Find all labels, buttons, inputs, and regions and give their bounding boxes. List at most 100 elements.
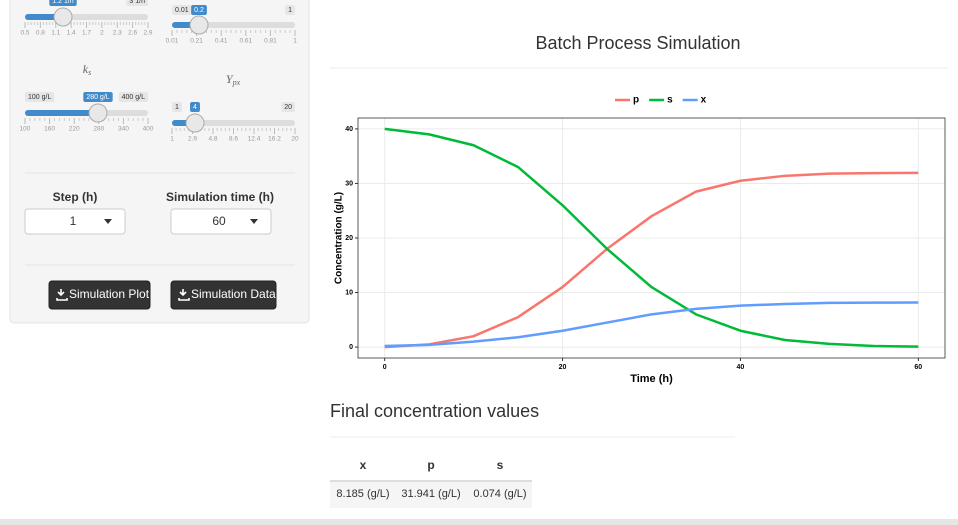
y-tick-label: 40 <box>345 126 353 133</box>
slider-tick-label: 100 <box>20 126 31 133</box>
slider-tick-label: 1.7 <box>82 30 91 37</box>
select-box[interactable] <box>24 208 126 235</box>
y-axis-title: Concentration (g/L) <box>334 192 345 284</box>
slider-tick-label: 20 <box>291 136 299 143</box>
select-caret <box>104 219 112 224</box>
slider-bubble <box>285 5 295 15</box>
slider-tick-label: 220 <box>69 126 80 133</box>
legend-label: p <box>633 95 639 106</box>
y-tick-label: 20 <box>345 235 353 242</box>
slider-tick-label: 0.8 <box>36 30 45 37</box>
slider-label: ks <box>83 62 91 77</box>
slider-tick-label: 400 <box>143 126 154 133</box>
slider-bubble <box>49 0 77 6</box>
slider-tick-label: 12.4 <box>248 136 261 143</box>
label-subscript: s <box>88 68 91 77</box>
table-header: x <box>360 458 367 472</box>
slider-tick-label: 340 <box>118 126 129 133</box>
slider-bubble <box>281 102 295 112</box>
table-cell: 31.941 (g/L) <box>401 488 460 500</box>
slider-bubble <box>126 0 148 6</box>
legend-label: x <box>701 95 707 106</box>
slider-value: 1 <box>288 7 292 14</box>
y-tick-label: 0 <box>349 344 353 351</box>
chart-title: Batch Process Simulation <box>535 33 740 53</box>
slider-bubble <box>83 92 113 102</box>
x-tick-label: 40 <box>737 364 745 371</box>
select-box[interactable] <box>170 208 272 235</box>
table-header: s <box>497 458 504 472</box>
slider-value: 1.2 1/h <box>52 0 74 5</box>
download-icon <box>178 289 190 301</box>
sidebar-panel <box>9 0 310 324</box>
select-label: Step (h) <box>53 190 98 204</box>
slider-tick-label: 2.3 <box>113 30 122 37</box>
slider-value: 20 <box>284 104 292 111</box>
slider-tick-label: 0.41 <box>215 38 228 45</box>
download-button[interactable] <box>48 280 151 310</box>
slider-tick-label: 2.6 <box>128 30 137 37</box>
slider-tick-label: 1 <box>293 38 297 45</box>
label-symbol: k <box>83 62 89 76</box>
slider-handle[interactable] <box>88 103 108 123</box>
slider-tick-label: 2.9 <box>143 30 152 37</box>
table-header: p <box>427 458 434 472</box>
slider-value: 0.01 <box>175 7 189 14</box>
slider-fill <box>25 110 98 116</box>
slider-value: 100 g/L <box>28 94 51 101</box>
slider-tick-label: 160 <box>44 126 55 133</box>
plot-border <box>357 117 946 359</box>
slider-tick-label: 0.21 <box>190 38 203 45</box>
label-symbol: Y <box>226 72 234 86</box>
slider-tick-label: 0.5 <box>20 30 29 37</box>
slider-value: 1 <box>175 104 179 111</box>
table-row-bg <box>330 481 532 508</box>
table-cell: 0.074 (g/L) <box>473 488 526 500</box>
slider-tick-label: 16.2 <box>268 136 281 143</box>
slider-handle[interactable] <box>185 113 205 133</box>
button-label: Simulation Plot <box>69 287 150 301</box>
slider-tick-label: 0.61 <box>239 38 252 45</box>
slider-tick-label: 280 <box>93 126 104 133</box>
slider-bubble <box>172 5 192 15</box>
slider-handle[interactable] <box>189 15 209 35</box>
slider-tick-label: 1.1 <box>51 30 60 37</box>
slider-bubble <box>118 92 148 102</box>
slider-bubble <box>190 102 200 112</box>
series-line <box>384 171 919 349</box>
slider-tick-label: 0.01 <box>166 38 179 45</box>
table-cell: 8.185 (g/L) <box>336 488 389 500</box>
x-tick-label: 60 <box>914 364 922 371</box>
slider-value: 4 <box>193 104 197 111</box>
slider-fill <box>25 14 63 20</box>
slider-bubble <box>25 92 55 102</box>
slider-tick-label: 8.6 <box>229 136 238 143</box>
x-tick-label: 0 <box>383 364 387 371</box>
y-tick-label: 10 <box>345 289 353 296</box>
series-line <box>384 127 919 348</box>
slider-tick-label: 2 <box>100 30 104 37</box>
slider-label: Ypx <box>226 72 241 87</box>
series-line <box>384 301 919 348</box>
slider-tick-label: 4.8 <box>208 136 217 143</box>
select-caret <box>250 219 258 224</box>
slider-tick-label: 0.81 <box>264 38 277 45</box>
slider-bubble <box>172 102 182 112</box>
x-tick-label: 20 <box>559 364 567 371</box>
table-title: Final concentration values <box>330 401 539 421</box>
label-subscript: px <box>232 78 241 87</box>
select-value: 1 <box>70 214 77 228</box>
y-tick-label: 30 <box>345 180 353 187</box>
bottom-bar <box>0 519 958 525</box>
slider-handle[interactable] <box>53 7 73 27</box>
slider-value: 400 g/L <box>122 94 145 101</box>
slider-value: 280 g/L <box>86 94 109 101</box>
slider-tick-label: 2.9 <box>188 136 197 143</box>
select-value: 60 <box>212 214 226 228</box>
download-button[interactable] <box>170 280 277 310</box>
slider-tick-label: 1.4 <box>67 30 76 37</box>
slider-value: 0.2 <box>194 7 204 14</box>
slider-tick-label: 1 <box>170 136 174 143</box>
slider-value: 3 1/h <box>129 0 145 5</box>
